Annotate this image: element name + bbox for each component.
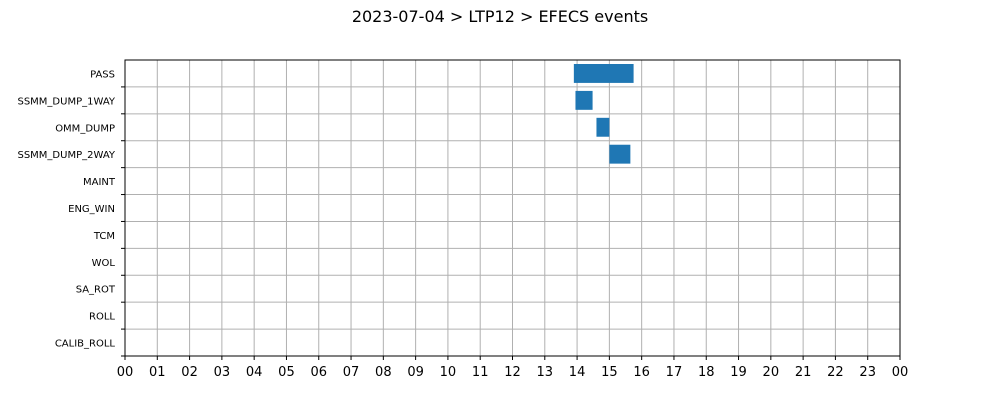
y-tick-label: TCM bbox=[93, 231, 115, 242]
event-bar-pass bbox=[573, 64, 634, 83]
x-tick-label: 05 bbox=[278, 365, 295, 380]
event-bar-ssmm-dump-2way bbox=[609, 144, 631, 164]
x-axis: 00 01 02 03 04 05 06 07 08 09 10 11 12 13 14 15 16 17 18 19… bbox=[117, 356, 909, 380]
x-tick-label: 22 bbox=[827, 365, 844, 380]
x-tick-label: 21 bbox=[795, 365, 812, 380]
y-tick-label: ENG_WIN bbox=[68, 204, 115, 215]
y-tick-label: ROLL bbox=[89, 312, 115, 323]
y-tick-label: PASS bbox=[90, 69, 115, 80]
x-tick-label: 23 bbox=[859, 365, 876, 380]
y-tick-label: SSMM_DUMP_2WAY bbox=[17, 150, 115, 161]
event-bar-omm-dump bbox=[596, 117, 610, 137]
x-tick-label: 10 bbox=[440, 365, 457, 380]
x-tick-label: 06 bbox=[310, 365, 327, 380]
x-tick-label: 01 bbox=[149, 365, 166, 380]
x-tick-label: 12 bbox=[504, 365, 521, 380]
event-bar-ssmm-dump-1way bbox=[575, 90, 593, 110]
x-tick-label: 14 bbox=[569, 365, 586, 380]
x-tick-label: 16 bbox=[633, 365, 650, 380]
x-tick-label: 00 bbox=[117, 365, 134, 380]
x-tick-label: 18 bbox=[698, 365, 715, 380]
x-tick-label: 13 bbox=[537, 365, 554, 380]
y-tick-label: MAINT bbox=[83, 177, 116, 188]
y-tick-label: WOL bbox=[92, 258, 116, 269]
x-tick-label: 08 bbox=[375, 365, 392, 380]
y-tick-label: CALIB_ROLL bbox=[55, 339, 116, 350]
x-tick-label: 07 bbox=[343, 365, 360, 380]
x-tick-label: 04 bbox=[246, 365, 263, 380]
grid-lines bbox=[124, 60, 901, 356]
x-tick-label: 20 bbox=[763, 365, 780, 380]
x-tick-label: 17 bbox=[666, 365, 683, 380]
y-axis: PASS SSMM_DUMP_1WAY OMM_DUMP SSMM_DUMP_2WAY… bbox=[17, 69, 125, 357]
x-tick-label: 02 bbox=[181, 365, 198, 380]
y-tick-label: SA_ROT bbox=[76, 285, 116, 296]
x-tick-label: 09 bbox=[407, 365, 424, 380]
x-tick-label: 19 bbox=[730, 365, 747, 380]
x-tick-label: 15 bbox=[601, 365, 618, 380]
plot-frame bbox=[124, 59, 901, 357]
event-bars bbox=[573, 64, 634, 164]
x-tick-label: 00 bbox=[892, 365, 909, 380]
x-tick-label: 11 bbox=[472, 365, 489, 380]
x-tick-label: 03 bbox=[214, 365, 231, 380]
y-tick-label: OMM_DUMP bbox=[55, 123, 115, 134]
y-tick-label: SSMM_DUMP_1WAY bbox=[17, 96, 115, 107]
chart-title: 2023-07-04 > LTP12 > EFECS events bbox=[352, 7, 648, 26]
